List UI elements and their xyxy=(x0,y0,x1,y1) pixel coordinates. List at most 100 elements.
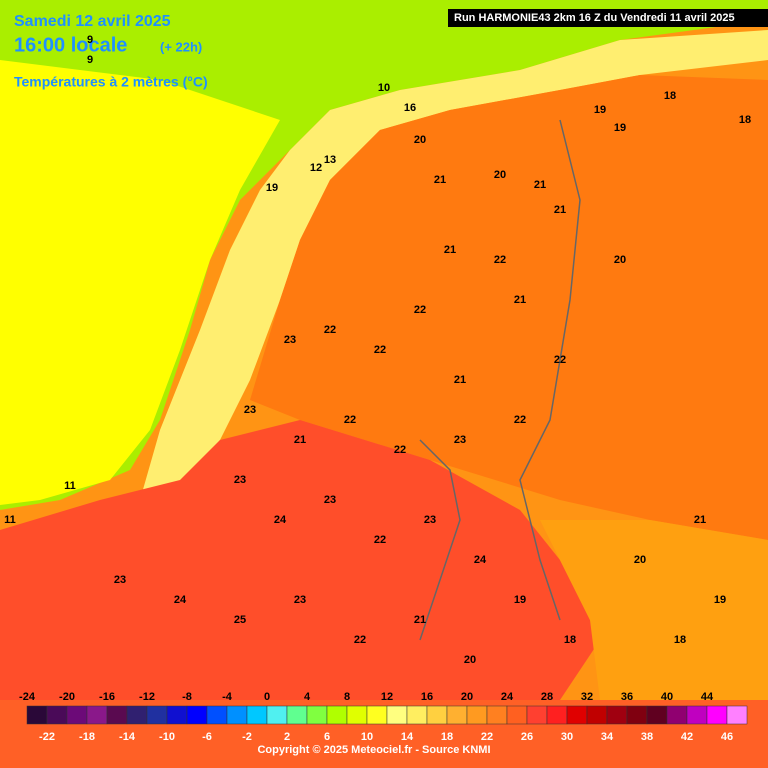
scale-label: 34 xyxy=(601,731,614,743)
scale-swatch xyxy=(26,705,48,725)
temperature-label: 12 xyxy=(310,162,322,174)
scale-label: 18 xyxy=(441,731,453,743)
scale-swatch xyxy=(646,705,668,725)
scale-label: 16 xyxy=(421,691,433,703)
scale-label: 30 xyxy=(561,731,573,743)
temperature-label: 22 xyxy=(374,534,386,546)
temperature-label: 11 xyxy=(64,480,76,492)
scale-label: 6 xyxy=(324,731,330,743)
scale-swatch xyxy=(106,705,128,725)
temperature-label: 22 xyxy=(324,324,336,336)
scale-label: 8 xyxy=(344,691,350,703)
scale-label: 38 xyxy=(641,731,653,743)
scale-label: 10 xyxy=(361,731,373,743)
date-title: Samedi 12 avril 2025 xyxy=(14,13,171,30)
temperature-label: 21 xyxy=(414,614,426,626)
warm-region xyxy=(250,75,768,540)
temperature-label: 23 xyxy=(244,404,256,416)
scale-label: 14 xyxy=(401,731,414,743)
scale-label: 46 xyxy=(721,731,733,743)
scale-swatch xyxy=(406,705,428,725)
scale-swatch xyxy=(446,705,468,725)
scale-label: 26 xyxy=(521,731,533,743)
temperature-label: 22 xyxy=(354,634,366,646)
scale-label: 20 xyxy=(461,691,473,703)
temperature-label: 19 xyxy=(266,182,278,194)
scale-label: 4 xyxy=(304,691,311,703)
temperature-label: 21 xyxy=(534,179,546,191)
scale-label: -12 xyxy=(139,691,155,703)
temperature-label: 21 xyxy=(694,514,706,526)
scale-label: 44 xyxy=(701,691,714,703)
temperature-label: 22 xyxy=(494,254,506,266)
temperature-label: 19 xyxy=(514,594,526,606)
temperature-label: 13 xyxy=(324,154,336,166)
scale-swatch xyxy=(366,705,388,725)
scale-label: 42 xyxy=(681,731,693,743)
scale-label: -18 xyxy=(79,731,95,743)
scale-swatch xyxy=(206,705,228,725)
scale-label: 24 xyxy=(501,691,514,703)
scale-swatch xyxy=(586,705,608,725)
scale-swatch xyxy=(466,705,488,725)
temperature-label: 22 xyxy=(554,354,566,366)
scale-swatch xyxy=(186,705,208,725)
temperature-label: 22 xyxy=(414,304,426,316)
temperature-label: 23 xyxy=(324,494,336,506)
scale-swatch xyxy=(306,705,328,725)
scale-label: 12 xyxy=(381,691,393,703)
scale-label: 36 xyxy=(621,691,633,703)
scale-label: -2 xyxy=(242,731,252,743)
border-line xyxy=(419,439,461,641)
scale-label: -8 xyxy=(182,691,192,703)
scale-swatch xyxy=(426,705,448,725)
temperature-label: 23 xyxy=(424,514,436,526)
scale-label: -20 xyxy=(59,691,75,703)
temperature-label: 18 xyxy=(664,90,676,102)
scale-label: -24 xyxy=(19,691,36,703)
scale-label: -22 xyxy=(39,731,55,743)
scale-swatch xyxy=(386,705,408,725)
temperature-label: 21 xyxy=(514,294,526,306)
scale-label: 0 xyxy=(264,691,270,703)
temperature-label: 19 xyxy=(594,104,606,116)
temperature-label: 20 xyxy=(464,654,476,666)
temperature-label: 9 xyxy=(87,54,93,66)
temperature-label: 20 xyxy=(414,134,426,146)
scale-swatch xyxy=(326,705,348,725)
temperature-label: 23 xyxy=(284,334,296,346)
hot-region xyxy=(0,420,600,700)
cold-region xyxy=(0,60,280,505)
temperature-label: 22 xyxy=(514,414,526,426)
scale-swatch xyxy=(226,705,248,725)
field-title: Températures à 2 mètres (°C) xyxy=(14,74,208,90)
scale-swatch xyxy=(566,705,588,725)
temperature-label: 20 xyxy=(634,554,646,566)
scale-swatch xyxy=(246,705,268,725)
temperature-label: 18 xyxy=(739,114,751,126)
temperature-label: 24 xyxy=(174,594,187,606)
offset-label: (+ 22h) xyxy=(160,39,202,54)
scale-swatch xyxy=(346,705,368,725)
scale-swatch xyxy=(526,705,548,725)
temperature-label: 23 xyxy=(294,594,306,606)
scale-label: 22 xyxy=(481,731,493,743)
temperature-label: 23 xyxy=(454,434,466,446)
run-title: Run HARMONIE43 2km 16 Z du Vendredi 11 a… xyxy=(454,12,735,24)
temperature-label: 23 xyxy=(114,574,126,586)
temperature-label: 20 xyxy=(494,169,506,181)
scale-swatch xyxy=(606,705,628,725)
temperature-label: 19 xyxy=(614,122,626,134)
scale-swatch xyxy=(546,705,568,725)
coast-band xyxy=(140,30,768,500)
temperature-label: 22 xyxy=(394,444,406,456)
scale-label: 40 xyxy=(661,691,673,703)
scale-swatch xyxy=(626,705,648,725)
temperature-label: 22 xyxy=(344,414,356,426)
scale-swatch xyxy=(686,705,708,725)
east-region xyxy=(540,520,768,700)
temperature-label: 22 xyxy=(374,344,386,356)
copyright: Copyright © 2025 Meteociel.fr - Source K… xyxy=(257,744,490,756)
